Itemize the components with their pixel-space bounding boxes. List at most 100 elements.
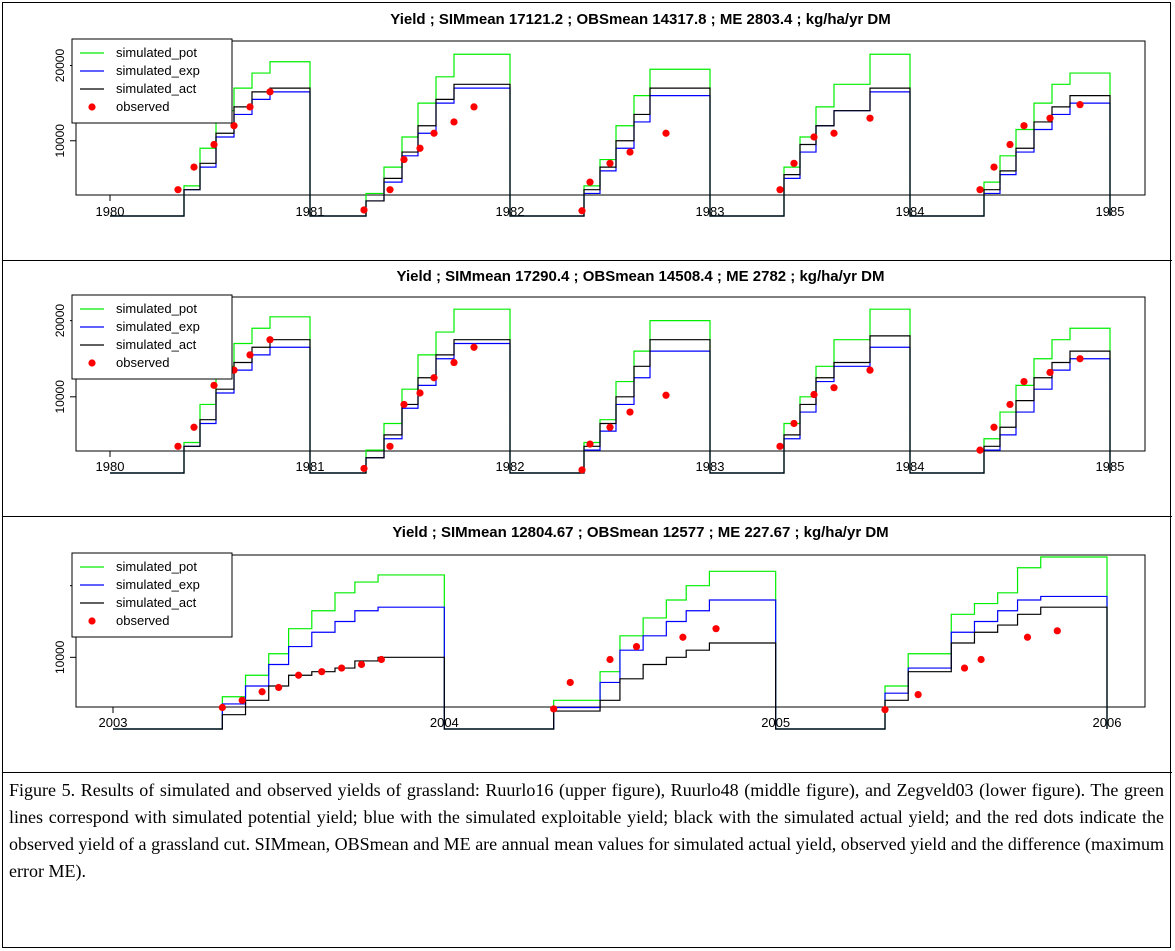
plot-area (75, 554, 1146, 708)
chart-svg-ruurlo48: Yield ; SIMmean 17290.4 ; OBSmean 14508.… (53, 268, 1146, 474)
observed-point (258, 688, 266, 696)
observed-point (400, 155, 408, 164)
observed-point (377, 655, 385, 664)
observed-point (606, 159, 614, 167)
plot-area (75, 40, 1146, 196)
observed-point (338, 664, 346, 672)
observed-point (914, 691, 922, 699)
observed-point (450, 118, 458, 126)
observed-point (990, 423, 998, 431)
observed-point (386, 186, 394, 194)
observed-point (1006, 400, 1014, 409)
observed-point (632, 642, 641, 651)
observed-point (357, 660, 366, 669)
observed-point (400, 400, 408, 409)
observed-point (1046, 368, 1054, 377)
observed-point (810, 133, 818, 141)
chart-title: Yield ; SIMmean 12804.67 ; OBSmean 12577… (392, 524, 888, 541)
chart-svg-ruurlo16: Yield ; SIMmean 17121.2 ; OBSmean 14317.… (53, 11, 1146, 219)
legend-label: observed (116, 99, 169, 114)
legend-label: simulated_act (116, 337, 197, 352)
observed-point (1053, 627, 1061, 635)
observed-point (238, 696, 246, 704)
series-line-simulated_exp (113, 595, 1108, 730)
legend-label: simulated_exp (116, 319, 200, 334)
y-tick-label: 20000 (53, 304, 67, 338)
x-tick-label: 2003 (99, 715, 128, 730)
series-line-simulated_act (110, 83, 1111, 217)
observed-point (318, 668, 326, 676)
observed-point (662, 391, 670, 399)
chart-title: Yield ; SIMmean 17121.2 ; OBSmean 14317.… (390, 11, 891, 28)
series-line-simulated_act (110, 335, 1111, 474)
observed-point (470, 343, 478, 351)
legend-marker-observed (88, 359, 96, 367)
legend-label: simulated_exp (116, 577, 200, 592)
legend-label: simulated_act (116, 81, 197, 96)
observed-point (218, 703, 226, 712)
observed-point (1076, 355, 1084, 363)
x-tick-label: 1980 (96, 459, 125, 474)
observed-point (679, 633, 687, 641)
observed-point (266, 336, 274, 344)
observed-point (990, 163, 998, 171)
observed-point (266, 88, 274, 96)
legend-label: simulated_pot (116, 45, 197, 60)
chart-panel-ruurlo16: Yield ; SIMmean 17121.2 ; OBSmean 14317.… (3, 3, 1172, 261)
observed-point (1023, 633, 1032, 641)
x-tick-label: 1980 (96, 204, 125, 219)
observed-point (626, 148, 634, 156)
observed-point (976, 186, 984, 194)
y-tick-label: 20000 (53, 49, 67, 83)
observed-point (566, 678, 574, 687)
legend-label: simulated_exp (116, 63, 200, 78)
observed-point (230, 122, 238, 130)
observed-point (430, 374, 438, 382)
observed-point (1006, 140, 1014, 149)
observed-point (294, 671, 303, 679)
legend-label: simulated_pot (116, 301, 197, 316)
y-tick-label: 10000 (53, 380, 67, 414)
observed-point (866, 114, 874, 122)
observed-point (450, 358, 458, 367)
observed-point (586, 440, 594, 448)
observed-point (550, 705, 558, 713)
observed-point (360, 464, 368, 473)
observed-point (810, 390, 818, 399)
series-line-simulated_exp (110, 87, 1111, 217)
observed-point (866, 366, 874, 374)
observed-point (976, 446, 984, 454)
observed-point (790, 159, 798, 167)
observed-point (662, 129, 670, 137)
observed-point (190, 163, 198, 171)
observed-point (578, 466, 586, 474)
figure-caption: Figure 5. Results of simulated and obser… (9, 780, 1164, 881)
observed-point (776, 186, 784, 194)
observed-point (416, 144, 424, 152)
observed-point (586, 178, 594, 186)
observed-point (1020, 122, 1028, 130)
observed-point (360, 206, 368, 214)
observed-point (210, 381, 218, 389)
chart-title: Yield ; SIMmean 17290.4 ; OBSmean 14508.… (397, 268, 885, 285)
observed-point (881, 706, 889, 714)
observed-point (626, 408, 634, 416)
observed-point (606, 423, 614, 431)
observed-point (174, 442, 182, 450)
observed-point (1076, 101, 1084, 109)
chart-panel-ruurlo48: Yield ; SIMmean 17290.4 ; OBSmean 14508.… (3, 261, 1172, 517)
legend-marker-observed (88, 103, 96, 111)
legend-label: simulated_pot (116, 559, 197, 574)
observed-point (606, 655, 614, 664)
observed-point (190, 423, 198, 431)
y-tick-label: 10000 (53, 640, 67, 674)
chart-panel-zegveld03: Yield ; SIMmean 12804.67 ; OBSmean 12577… (3, 517, 1172, 773)
legend-label: observed (116, 613, 169, 628)
observed-point (246, 103, 254, 111)
observed-point (174, 186, 182, 194)
observed-point (430, 129, 438, 137)
observed-point (830, 129, 838, 137)
series-line-simulated_pot (110, 308, 1111, 474)
observed-point (578, 207, 586, 215)
